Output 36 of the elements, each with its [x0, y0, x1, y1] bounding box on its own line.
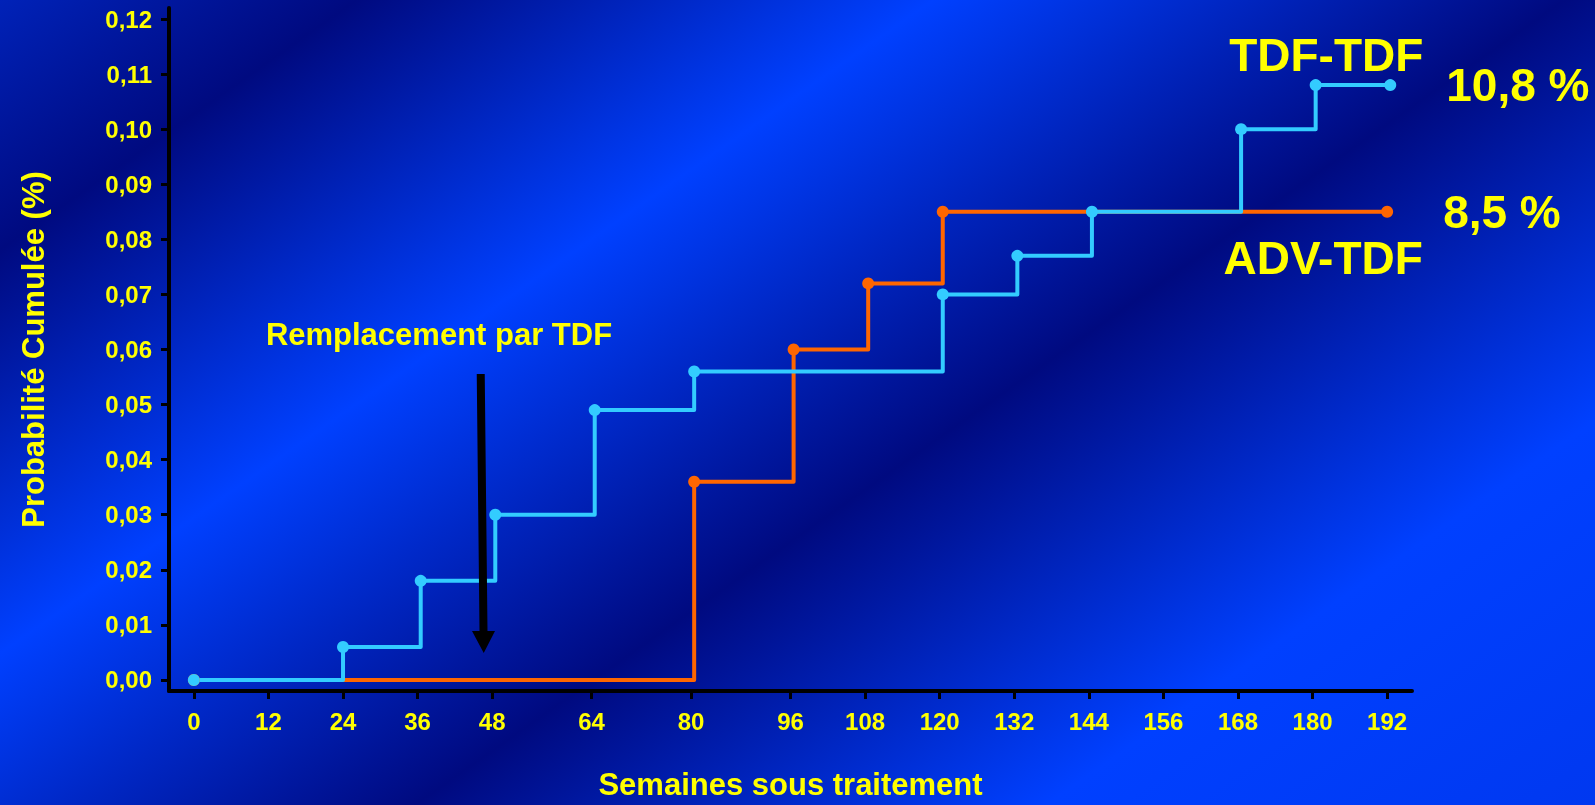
x-tick-label: 168	[1217, 707, 1258, 735]
x-tick-label: 108	[845, 707, 886, 735]
series-label: TDF-TDF	[1229, 29, 1424, 82]
data-label: 10,8 %	[1446, 59, 1590, 112]
series-label: ADV-TDF	[1223, 231, 1423, 284]
y-tick-label: 0,02	[105, 556, 152, 584]
data-label: 8,5 %	[1443, 185, 1561, 238]
y-tick-label: 0,07	[105, 280, 152, 308]
x-tick-label: 0	[187, 707, 201, 735]
x-tick-label: 12	[255, 707, 282, 735]
y-tick-label: 0,10	[105, 115, 152, 143]
x-tick-label: 192	[1367, 707, 1408, 735]
y-tick-label: 0,04	[105, 446, 153, 474]
x-axis-title: Semaines sous traitement	[598, 767, 983, 802]
x-tick-label: 24	[329, 707, 358, 735]
y-tick-label: 0,01	[105, 611, 152, 639]
x-tick-label: 120	[919, 707, 960, 735]
x-tick-label: 48	[478, 707, 506, 735]
x-tick-label: 36	[404, 707, 431, 735]
y-tick-label: 0,00	[105, 666, 152, 694]
y-tick-label: 0,11	[106, 60, 152, 88]
y-tick-label: 0,05	[105, 391, 152, 419]
y-axis-title: Probabilité Cumulée (%)	[16, 171, 51, 528]
x-tick-label: 180	[1292, 707, 1333, 735]
y-tick-label: 0,03	[105, 501, 152, 529]
x-tick-label: 132	[994, 707, 1035, 735]
y-tick-label: 0,08	[105, 225, 152, 253]
y-tick-label: 0,06	[105, 336, 152, 363]
x-tick-label: 80	[677, 707, 705, 735]
x-tick-label: 144	[1068, 707, 1110, 735]
x-tick-label: 64	[578, 707, 606, 735]
annotation: Remplacement par TDF	[265, 316, 613, 352]
y-tick-label: 0,09	[105, 170, 152, 198]
x-tick-label: 96	[777, 707, 804, 735]
x-tick-label: 156	[1143, 707, 1184, 735]
y-tick-label: 0,12	[105, 5, 152, 33]
